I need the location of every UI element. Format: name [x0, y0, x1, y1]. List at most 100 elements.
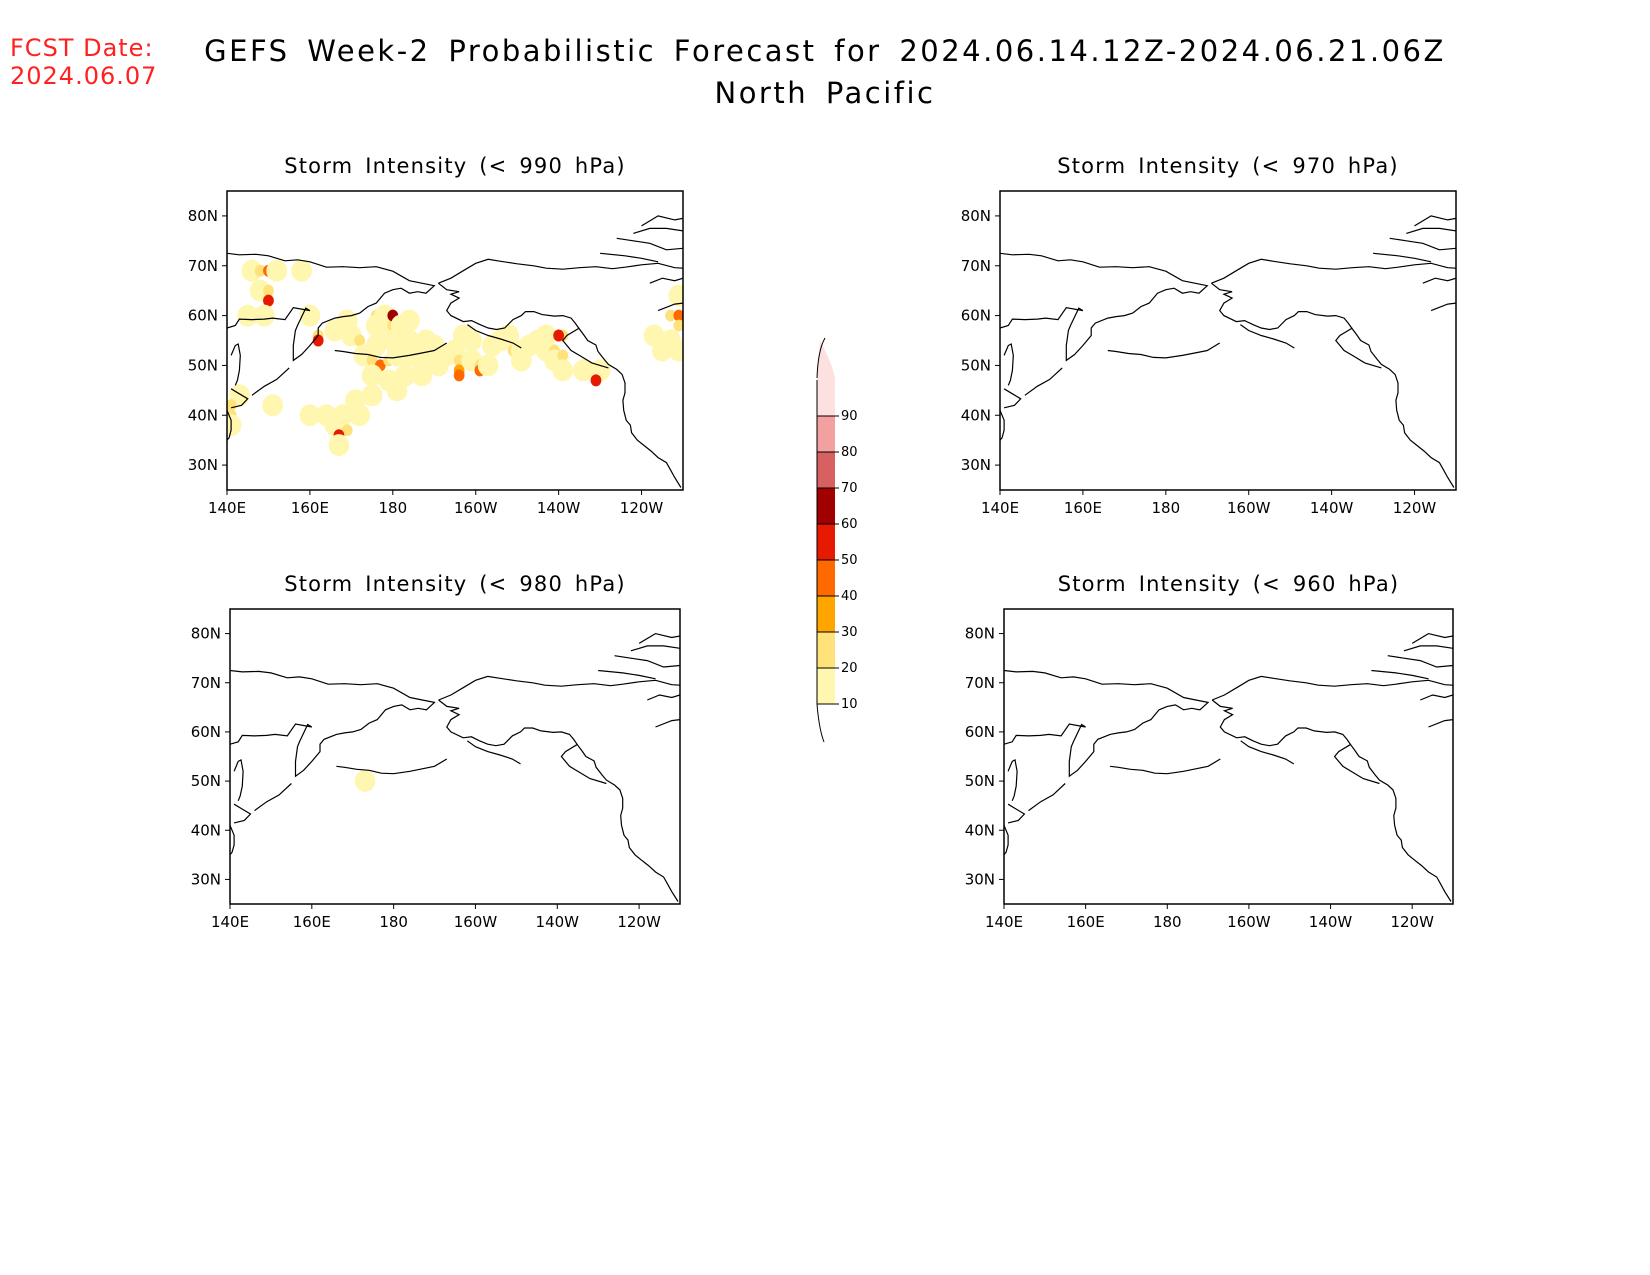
coastline: [562, 327, 609, 369]
y-tick-label: 50N: [965, 772, 995, 790]
x-tick-label: 140W: [1310, 499, 1354, 517]
probability-cell: [673, 309, 683, 322]
coastline: [560, 743, 607, 785]
coastline: [1387, 655, 1453, 668]
coastline: [467, 324, 522, 349]
y-tick-label: 30N: [961, 456, 991, 474]
map-panel-4: Storm Intensity (< 960 hPa) 140E 160E 180 16…: [965, 572, 1454, 931]
colorbar-label: 90: [841, 409, 858, 424]
forecast-date-value: 2024.06.07: [10, 62, 158, 90]
y-tick-label: 60N: [965, 723, 995, 741]
y-tick-label: 40N: [965, 821, 995, 839]
y-tick-label: 80N: [188, 207, 218, 225]
colorbar-cap-edge: [816, 337, 826, 379]
colorbar-swatch: [817, 668, 835, 704]
x-tick-label: 120W: [617, 913, 661, 931]
probability-cell: [399, 309, 420, 332]
probability-cell: [341, 424, 353, 437]
probability-cell: [241, 259, 263, 282]
coastline: [641, 215, 683, 227]
y-tick-label: 70N: [965, 674, 995, 692]
probability-cell: [354, 334, 366, 347]
y-tick-label: 50N: [188, 356, 218, 374]
map-area: [230, 632, 680, 902]
coastline: [616, 237, 683, 251]
x-tick-label: 140E: [985, 913, 1023, 931]
map-frame: [229, 608, 681, 905]
coastline: [1211, 258, 1456, 284]
coastline: [233, 758, 244, 802]
map-frame: [226, 190, 684, 491]
coastline: [1107, 342, 1221, 359]
forecast-date: FCST Date: 2024.06.07: [10, 34, 157, 90]
colorbar-swatch: [817, 488, 835, 524]
coastline: [1371, 669, 1429, 680]
colorbar-swatch: [817, 452, 835, 488]
y-tick-label: 60N: [188, 307, 218, 325]
panel-title: Storm Intensity (< 980 hPa): [284, 572, 626, 596]
map-panel-1: Storm Intensity (< 990 hPa) 140E 160E 180 16…: [188, 154, 684, 517]
probability-cell: [299, 404, 321, 427]
x-tick-label: 180: [378, 499, 407, 517]
probability-cell: [354, 770, 376, 792]
probability-cell: [557, 349, 569, 362]
map-panel-3: Storm Intensity (< 980 hPa) 140E 160E 180 16…: [191, 572, 681, 931]
coastline: [633, 227, 683, 234]
probability-cell: [461, 329, 482, 352]
x-tick-label: 140W: [537, 499, 581, 517]
x-tick-label: 140E: [981, 499, 1019, 517]
x-tick-label: 160W: [1227, 913, 1271, 931]
probability-cell: [673, 319, 683, 332]
coastline: [1420, 694, 1453, 701]
y-tick-label: 30N: [191, 870, 221, 888]
coastline: [251, 367, 290, 396]
probability-cell: [328, 434, 350, 457]
x-tick-label: 140W: [536, 913, 580, 931]
colorbar-label: 20: [841, 661, 858, 676]
y-tick-label: 40N: [961, 406, 991, 424]
x-tick-label: 160W: [454, 499, 498, 517]
coastline: [1406, 227, 1456, 234]
x-tick-label: 120W: [1390, 913, 1434, 931]
y-tick-label: 60N: [191, 723, 221, 741]
coastline: [1003, 343, 1014, 386]
colorbar-swatch: [817, 596, 835, 632]
coastline: [438, 675, 680, 701]
coastline: [466, 740, 521, 765]
coastline: [1000, 252, 1209, 362]
coastline: [1004, 825, 1009, 856]
colorbar-label: 70: [841, 481, 858, 496]
coastline: [1000, 410, 1005, 441]
map-area: [1000, 215, 1456, 488]
coastline: [1240, 740, 1295, 765]
y-tick-label: 70N: [961, 257, 991, 275]
coastline: [1335, 327, 1382, 369]
coastline: [230, 388, 249, 409]
y-tick-label: 50N: [961, 356, 991, 374]
colorbar-swatch: [817, 560, 835, 596]
y-tick-label: 80N: [965, 625, 995, 643]
coastline: [638, 632, 680, 644]
coastline: [598, 669, 656, 680]
y-tick-label: 40N: [188, 406, 218, 424]
page-title: GEFS Week-2 Probabilistic Forecast for 2…: [190, 30, 1460, 114]
x-tick-label: 120W: [1393, 499, 1437, 517]
y-tick-label: 30N: [188, 456, 218, 474]
probability-cell: [263, 294, 274, 307]
x-tick-label: 160E: [291, 499, 329, 517]
y-tick-label: 40N: [191, 821, 221, 839]
forecast-date-label: FCST Date:: [10, 34, 154, 62]
coastline: [1007, 758, 1018, 802]
colorbar-swatch: [817, 632, 835, 668]
map-frame: [1003, 608, 1454, 905]
y-tick-label: 70N: [191, 674, 221, 692]
x-tick-label: 180: [1151, 499, 1180, 517]
coastline: [1003, 388, 1022, 409]
coastline: [1389, 237, 1456, 251]
map-area: [227, 215, 683, 488]
probability-cell: [366, 354, 378, 367]
x-tick-label: 160W: [454, 913, 498, 931]
probability-cell: [665, 309, 676, 322]
y-tick-label: 50N: [191, 772, 221, 790]
coastline: [647, 694, 680, 701]
